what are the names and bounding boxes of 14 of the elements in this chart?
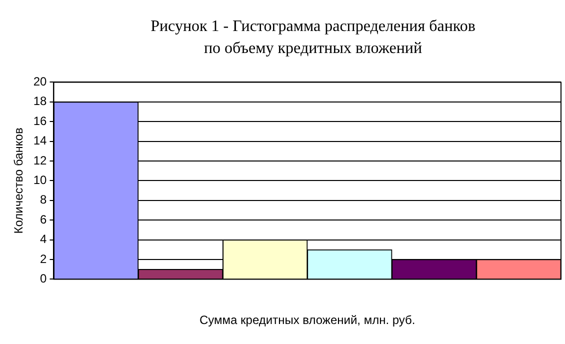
y-tick-label: 0: [40, 272, 48, 286]
y-tick-label: 8: [40, 192, 48, 207]
y-tick-label: 18: [33, 94, 48, 108]
y-tick-label: 12: [33, 153, 48, 168]
x-axis-title: Сумма кредитных вложений, млн. руб.: [199, 313, 416, 328]
y-tick-label: 16: [33, 114, 48, 128]
y-tick-label: 2: [40, 252, 48, 266]
y-axis-title: Количество банков: [12, 128, 26, 234]
chart-title: Рисунок 1 - Гистограмма распределения банков по объему кредитных вложений: [150, 17, 476, 59]
y-tick-label: 14: [33, 134, 48, 148]
y-tick-label: 6: [40, 212, 48, 226]
y-tick-label: 20: [33, 74, 48, 89]
y-tick-label: 4: [40, 232, 48, 246]
y-tick-label: 10: [33, 173, 48, 188]
